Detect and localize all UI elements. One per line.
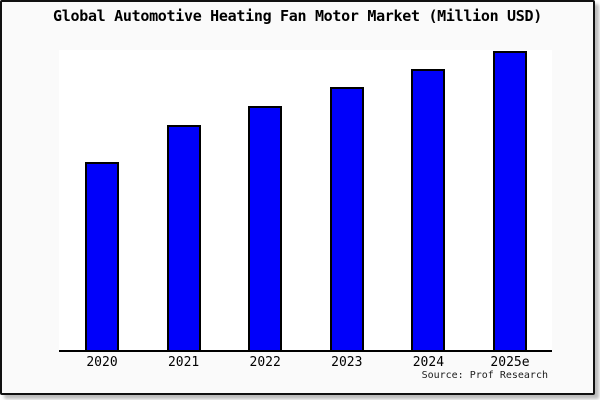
bar-2022 bbox=[248, 106, 283, 350]
bar-2023 bbox=[329, 87, 364, 350]
source-label: Source: Prof Research bbox=[421, 370, 548, 381]
x-tick-label-2025e: 2025e bbox=[490, 355, 530, 370]
bar-2021 bbox=[166, 125, 201, 350]
bar-2025e bbox=[493, 51, 527, 350]
plot-area bbox=[59, 50, 552, 352]
bar-2020 bbox=[85, 162, 119, 350]
bar-2024 bbox=[411, 69, 446, 350]
x-tick-label-2020: 2020 bbox=[86, 355, 118, 370]
chart-card: Global Automotive Heating Fan Motor Mark… bbox=[0, 0, 595, 395]
x-tick-label-2023: 2023 bbox=[331, 355, 363, 370]
x-tick-label-2021: 2021 bbox=[167, 355, 200, 370]
chart-title: Global Automotive Heating Fan Motor Mark… bbox=[53, 7, 542, 25]
x-tick-label-2024: 2024 bbox=[412, 355, 445, 370]
x-tick-label-2022: 2022 bbox=[249, 355, 281, 370]
